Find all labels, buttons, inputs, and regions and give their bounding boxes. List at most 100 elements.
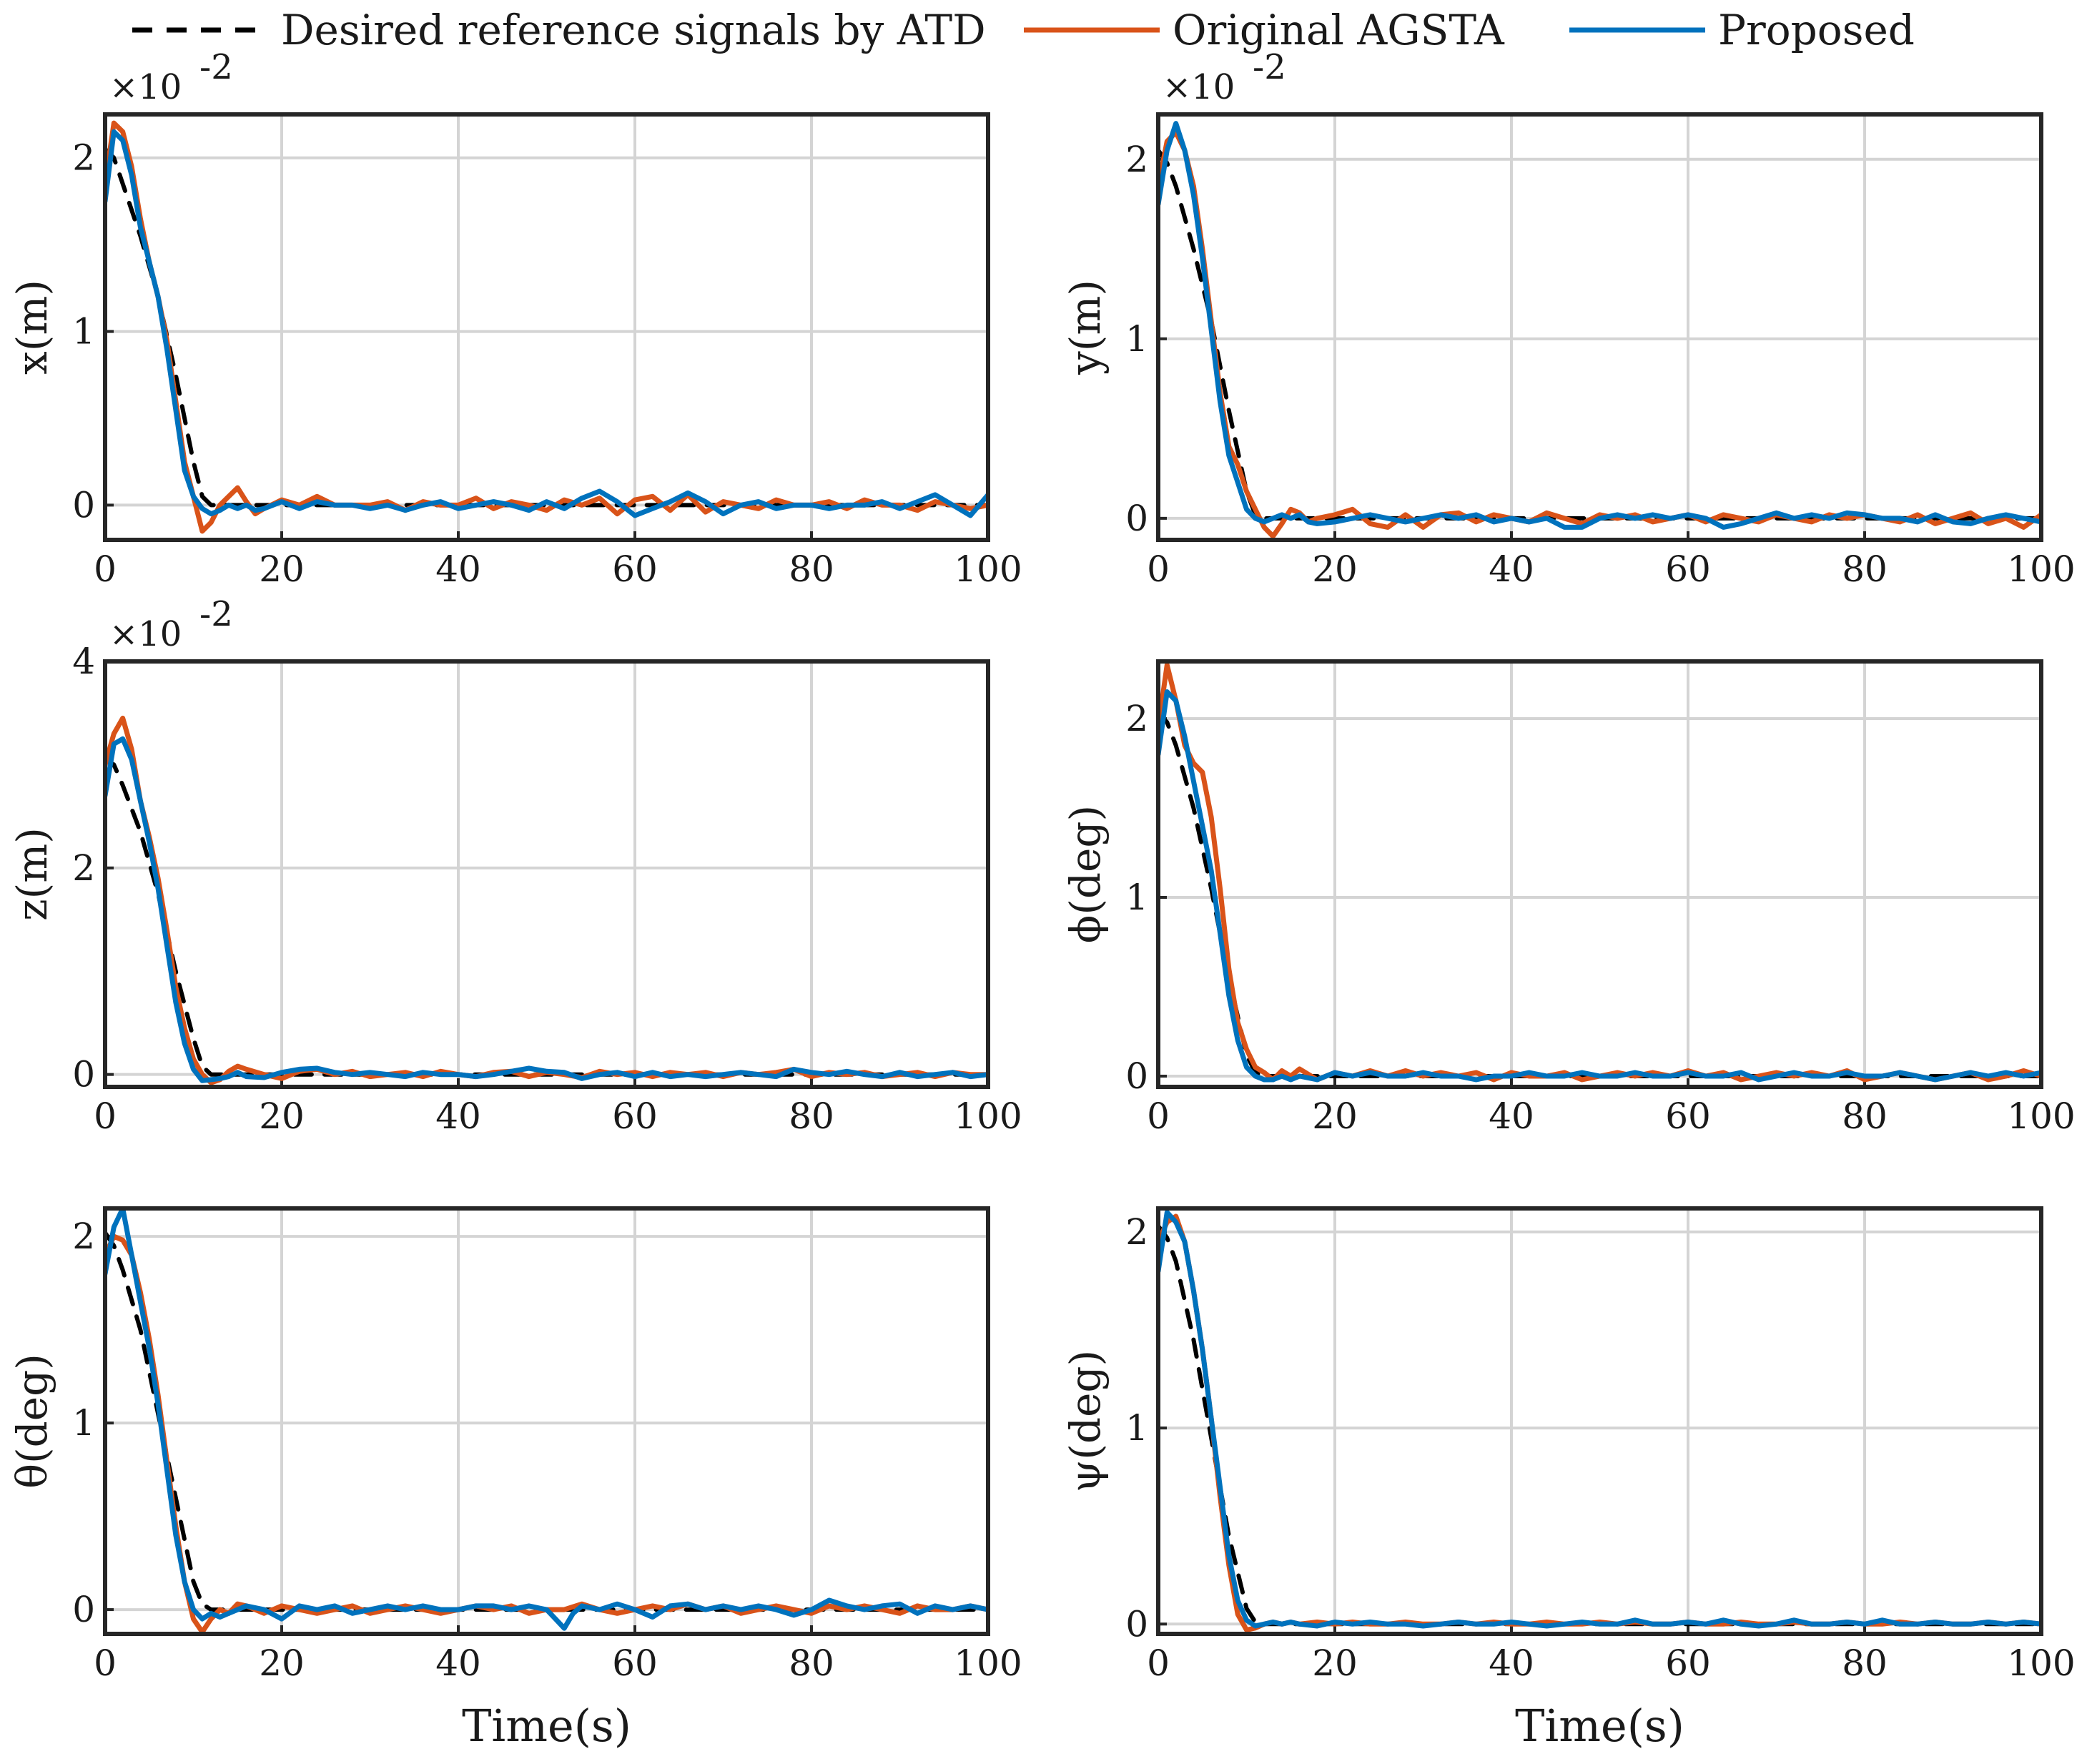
x-tick-label: 60 <box>612 548 658 590</box>
plot-area <box>105 1208 988 1634</box>
subplot-y: 0 20 40 60 80 100 0 1 2 y(m) ×10 -2 <box>1061 47 2076 590</box>
x-tick-label: 60 <box>612 1642 658 1684</box>
x-tick-label: 80 <box>789 1642 834 1684</box>
x-tick-label: 0 <box>1147 1095 1170 1137</box>
subplot-z: 0 20 40 60 80 100 0 2 4 z(m) ×10 -2 <box>8 594 1022 1137</box>
x-tick-label: 80 <box>1842 1095 1888 1137</box>
subplot-psi: 0 20 40 60 80 100 0 1 2 ψ(deg) Time(s) <box>1061 1206 2076 1752</box>
axes-frame <box>103 112 990 542</box>
x-tick-label: 40 <box>1489 1095 1534 1137</box>
axes-frame <box>103 1206 990 1636</box>
y-tick-label: 2 <box>1125 698 1148 739</box>
y-tick-label: 0 <box>72 484 95 526</box>
subplot-x: 0 20 40 60 80 100 0 1 2 x(m) ×10 -2 <box>8 47 1022 590</box>
x-tick-label: 100 <box>954 1095 1022 1137</box>
x-tick-label: 40 <box>435 1642 481 1684</box>
plot-area <box>105 661 988 1087</box>
series-group <box>1158 1210 2041 1632</box>
x-tick-label: 0 <box>94 1642 117 1684</box>
legend: Desired reference signals by ATD Original… <box>132 6 1915 54</box>
y-tick-label: 1 <box>1125 1407 1148 1449</box>
x-tick-label: 20 <box>259 1095 305 1137</box>
y-tick-label: 2 <box>1125 139 1148 180</box>
y-axis-label: x(m) <box>8 280 56 375</box>
series-line-proposed <box>105 129 988 518</box>
x-axis-label: Time(s) <box>1515 1700 1684 1752</box>
y-exponent: ×10 -2 <box>109 594 233 654</box>
x-tick-label: 100 <box>2007 1642 2075 1684</box>
x-tick-label: 0 <box>1147 548 1170 590</box>
x-tick-label: 0 <box>1147 1642 1170 1684</box>
legend-entry-3: Proposed <box>1569 6 1915 54</box>
x-tick-label: 80 <box>1842 548 1888 590</box>
y-tick-label: 1 <box>72 311 95 353</box>
series-line-proposed <box>105 1208 988 1631</box>
legend-label-3: Proposed <box>1718 6 1915 54</box>
series-line-proposed <box>1158 121 2041 530</box>
x-tick-label: 40 <box>435 548 481 590</box>
plot-area <box>1158 661 2041 1087</box>
axes-frame <box>1156 659 2043 1089</box>
x-tick-label: 20 <box>1312 1095 1358 1137</box>
y-axis-label: z(m) <box>8 827 56 921</box>
x-axis-label: Time(s) <box>462 1700 631 1752</box>
axes-frame <box>103 659 990 1089</box>
y-tick-label: 0 <box>72 1589 95 1630</box>
series-line-proposed <box>105 736 988 1083</box>
plot-area <box>1158 1208 2041 1634</box>
y-tick-label: 2 <box>1125 1211 1148 1253</box>
y-exponent-base: ×10 <box>109 67 182 107</box>
y-exponent: ×10 -2 <box>109 47 233 107</box>
axes-frame <box>1156 1206 2043 1636</box>
subplot-phi: 0 20 40 60 80 100 0 1 2 ϕ(deg) <box>1061 659 2076 1137</box>
y-exponent-power: -2 <box>199 47 233 87</box>
y-axis-label: ψ(deg) <box>1061 1350 1110 1492</box>
y-tick-label: 0 <box>1125 1055 1148 1097</box>
series-group <box>105 715 988 1085</box>
y-exponent-power: -2 <box>199 594 233 634</box>
y-tick-label: 0 <box>72 1054 95 1095</box>
y-tick-label: 0 <box>1125 1603 1148 1645</box>
y-tick-label: 2 <box>72 847 95 889</box>
series-line-proposed <box>1158 689 2041 1083</box>
y-axis-label: y(m) <box>1061 280 1110 375</box>
plot-area <box>105 114 988 540</box>
axes-frame <box>1156 112 2043 542</box>
legend-label-1: Desired reference signals by ATD <box>281 6 986 54</box>
series-line-proposed <box>1158 1210 2041 1629</box>
x-tick-label: 60 <box>1665 548 1711 590</box>
y-axis-label: ϕ(deg) <box>1061 805 1110 943</box>
series-group <box>105 1208 988 1634</box>
x-tick-label: 20 <box>1312 548 1358 590</box>
y-axis-label: θ(deg) <box>8 1354 56 1489</box>
x-tick-label: 0 <box>94 548 117 590</box>
legend-entry-1: Desired reference signals by ATD <box>132 6 986 54</box>
legend-entry-2: Original AGSTA <box>1024 6 1505 54</box>
y-tick-label: 2 <box>72 1216 95 1257</box>
x-tick-label: 20 <box>1312 1642 1358 1684</box>
x-tick-label: 80 <box>789 548 834 590</box>
y-exponent-base: ×10 <box>1163 67 1235 107</box>
x-tick-label: 40 <box>1489 548 1534 590</box>
x-tick-label: 100 <box>2007 548 2075 590</box>
x-tick-label: 100 <box>954 1642 1022 1684</box>
y-exponent-base: ×10 <box>109 614 182 654</box>
x-tick-label: 20 <box>259 548 305 590</box>
series-group <box>1158 121 2041 539</box>
y-exponent: ×10 -2 <box>1163 47 1286 107</box>
x-tick-label: 60 <box>1665 1642 1711 1684</box>
y-tick-label: 2 <box>72 137 95 179</box>
x-tick-label: 100 <box>2007 1095 2075 1137</box>
y-exponent-power: -2 <box>1253 47 1286 87</box>
y-tick-label: 1 <box>1125 318 1148 360</box>
y-tick-label: 1 <box>1125 877 1148 918</box>
legend-label-2: Original AGSTA <box>1173 6 1505 54</box>
x-tick-label: 60 <box>612 1095 658 1137</box>
subplot-theta: 0 20 40 60 80 100 0 1 2 θ(deg) Time(s) <box>8 1206 1022 1752</box>
y-tick-label: 4 <box>72 641 95 682</box>
x-tick-label: 100 <box>954 548 1022 590</box>
x-tick-label: 40 <box>435 1095 481 1137</box>
series-group <box>105 120 988 534</box>
x-tick-label: 20 <box>259 1642 305 1684</box>
